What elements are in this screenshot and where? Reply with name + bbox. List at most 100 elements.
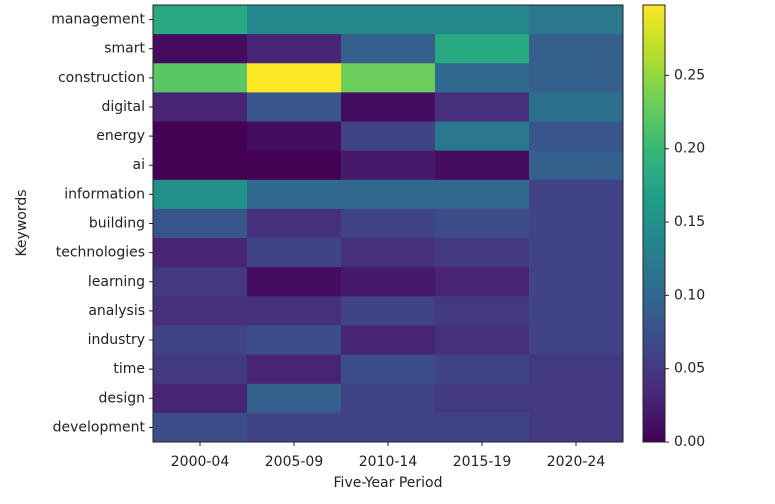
- heatmap-cell: [529, 208, 624, 239]
- y-tick-label: smart: [104, 41, 145, 57]
- heatmap-cell: [153, 121, 248, 152]
- heatmap-cell: [529, 325, 624, 356]
- heatmap-cell: [341, 208, 436, 239]
- heatmap-cell: [153, 325, 248, 356]
- x-tick-label: 2000-04: [171, 454, 230, 470]
- heatmap-cell: [153, 150, 248, 181]
- heatmap-cell: [529, 267, 624, 297]
- heatmap-cell: [529, 121, 624, 152]
- x-tick-label: 2020-24: [547, 454, 606, 470]
- heatmap-cell: [435, 179, 530, 210]
- y-tick-label: design: [99, 390, 145, 406]
- heatmap-cell: [341, 296, 436, 326]
- heatmap-cell: [435, 208, 530, 239]
- heatmap-cell: [435, 325, 530, 356]
- heatmap-cell: [529, 92, 624, 123]
- y-axis-label: Keywords: [14, 189, 30, 256]
- y-tick-label: ai: [133, 157, 145, 173]
- heatmap-cell: [247, 179, 342, 210]
- y-tick-label: development: [53, 419, 146, 435]
- colorbar-tick-label: 0.10: [674, 287, 705, 303]
- y-tick-label: learning: [88, 274, 145, 290]
- heatmap-cell: [247, 267, 342, 297]
- x-tick-label: 2015-19: [453, 454, 512, 470]
- heatmap-cell: [247, 121, 342, 152]
- heatmap-cell: [435, 354, 530, 385]
- heatmap-cell: [435, 63, 530, 93]
- colorbar-tick-label: 0.05: [674, 361, 705, 377]
- colorbar-tick-label: 0.25: [674, 67, 705, 83]
- heatmap-cell: [247, 296, 342, 326]
- heatmap-cell: [435, 267, 530, 297]
- y-tick-label: industry: [88, 332, 145, 348]
- heatmap-cell: [435, 34, 530, 64]
- y-tick-label: information: [64, 186, 145, 202]
- y-tick-label: technologies: [56, 245, 145, 261]
- heatmap-cell: [529, 150, 624, 181]
- heatmap-cell: [529, 179, 624, 210]
- heatmap-cell: [247, 150, 342, 181]
- colorbar: [642, 4, 666, 443]
- heatmap-cell: [529, 63, 624, 93]
- y-tick-label: digital: [101, 99, 145, 115]
- heatmap-cell: [247, 325, 342, 356]
- heatmap-cell: [529, 5, 624, 35]
- heatmap-cell: [247, 354, 342, 385]
- heatmap-cell: [435, 121, 530, 152]
- heatmap-cell: [435, 5, 530, 35]
- y-tick-label: management: [51, 12, 145, 28]
- heatmap-cell: [153, 5, 248, 35]
- heatmap-cell: [247, 383, 342, 414]
- heatmap-cell: [341, 179, 436, 210]
- heatmap-cell: [341, 412, 436, 443]
- heatmap-cell: [247, 208, 342, 239]
- heatmap-cell: [435, 150, 530, 181]
- heatmap-cell: [153, 179, 248, 210]
- colorbar-tick-label: 0.15: [674, 214, 705, 230]
- y-tick-label: building: [89, 216, 145, 232]
- heatmap-cell: [529, 383, 624, 414]
- x-tick-label: 2010-14: [359, 454, 418, 470]
- heatmap-cell: [153, 208, 248, 239]
- heatmap-cell: [247, 63, 342, 93]
- heatmap-cell: [341, 34, 436, 64]
- heatmap-cell: [435, 383, 530, 414]
- heatmap-cell: [341, 354, 436, 385]
- heatmap-cell: [153, 267, 248, 297]
- heatmap-cell: [247, 412, 342, 443]
- heatmap-cell: [153, 92, 248, 123]
- heatmap-cell: [529, 354, 624, 385]
- heatmap-cell: [153, 354, 248, 385]
- colorbar-tick-label: 0.00: [674, 434, 705, 450]
- x-axis-label: Five-Year Period: [334, 475, 443, 491]
- heatmap-cell: [341, 63, 436, 93]
- heatmap-cell: [341, 5, 436, 35]
- heatmap-cell: [529, 34, 624, 64]
- heatmap-cell: [435, 92, 530, 123]
- colorbar-tick-label: 0.20: [674, 141, 705, 157]
- y-tick-label: energy: [96, 128, 145, 144]
- heatmap-cell: [341, 121, 436, 152]
- heatmap-cell: [247, 34, 342, 64]
- y-tick-label: analysis: [88, 303, 145, 319]
- heatmap-cell: [341, 325, 436, 356]
- heatmap-cell: [341, 383, 436, 414]
- heatmap-cell: [153, 412, 248, 443]
- heatmap-cell: [247, 238, 342, 268]
- heatmap-cell: [529, 412, 624, 443]
- heatmap-cell: [341, 267, 436, 297]
- heatmap-cell: [435, 412, 530, 443]
- heatmap-cell: [341, 238, 436, 268]
- heatmap-cell: [153, 383, 248, 414]
- heatmap-cell: [435, 296, 530, 326]
- heatmap-cell: [529, 238, 624, 268]
- heatmap-cell: [153, 296, 248, 326]
- heatmap-cell: [341, 92, 436, 123]
- heatmap-cell: [529, 296, 624, 326]
- heatmap-cell: [435, 238, 530, 268]
- heatmap-cell: [153, 238, 248, 268]
- heatmap-cell: [247, 5, 342, 35]
- y-tick-label: time: [113, 361, 145, 377]
- heatmap-cell: [247, 92, 342, 123]
